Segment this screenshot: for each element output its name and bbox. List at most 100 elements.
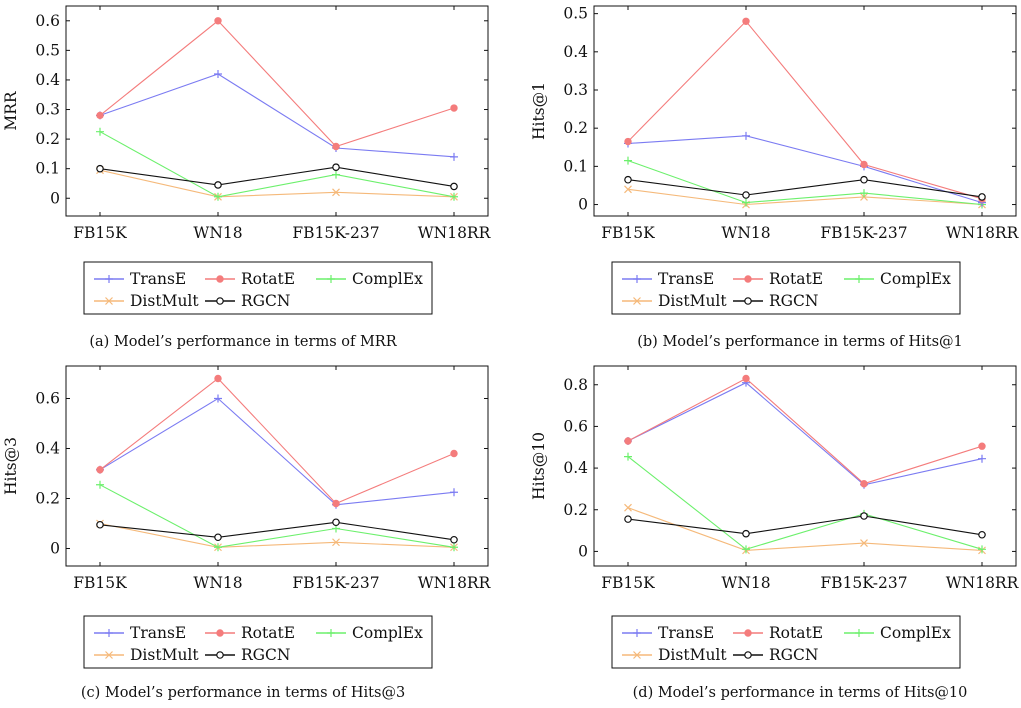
data-point (742, 545, 750, 554)
plot-frame (65, 365, 489, 567)
legend-swatch-marker (216, 275, 224, 283)
data-point (96, 520, 104, 529)
y-tick-label: 0.2 (35, 490, 60, 508)
data-point (214, 192, 222, 201)
data-point (332, 170, 340, 179)
data-point (332, 163, 340, 171)
data-point (96, 480, 104, 489)
legend-label: TransE (658, 624, 714, 642)
y-tick-label: 0 (578, 542, 588, 560)
data-point (742, 374, 750, 383)
y-tick-label: 0.6 (35, 12, 60, 30)
data-point (860, 160, 868, 169)
series-rotate (96, 17, 458, 151)
series-line (99, 522, 455, 548)
series-line (627, 456, 983, 550)
data-point (742, 131, 750, 140)
data-point (624, 175, 632, 184)
data-point (978, 530, 986, 539)
data-point (860, 189, 868, 198)
legend-entry-transe: TransE (94, 270, 186, 288)
series-rgcn (624, 175, 986, 201)
legend-entry-distmult: DistMult (94, 646, 199, 664)
legend-label: RGCN (769, 292, 818, 310)
y-tick-label: 0 (578, 196, 588, 214)
series-line (627, 135, 983, 204)
data-point (860, 512, 868, 520)
series-line (627, 382, 983, 486)
series-complex (624, 156, 986, 209)
data-point (450, 449, 458, 458)
y-tick-label: 0.4 (35, 71, 60, 89)
y-tick-label: 0.6 (563, 417, 588, 435)
series-line (99, 73, 455, 158)
data-point (624, 515, 632, 523)
data-point (214, 394, 222, 403)
series-rotate (624, 17, 986, 203)
legend-entry-transe: TransE (94, 624, 186, 642)
legend-entry-complex: ComplEx (316, 624, 423, 642)
data-point (624, 437, 632, 445)
series-line (627, 515, 983, 536)
legend-label: ComplEx (880, 624, 951, 642)
y-tick-label: 0.4 (563, 43, 588, 61)
y-tick-label: 0.3 (35, 101, 60, 119)
legend-swatch-marker (105, 651, 113, 659)
legend-label: RotatE (241, 270, 295, 288)
legend: TransE RotatE ComplEx DistMult RGCN (83, 261, 433, 315)
series-complex (96, 480, 458, 552)
data-point (742, 17, 750, 25)
data-point (978, 545, 986, 554)
legend-label: RotatE (241, 624, 295, 642)
legend-entry-rgcn: RGCN (205, 292, 290, 310)
y-tick-label: 0.3 (563, 81, 588, 99)
y-tick-label: 0 (50, 189, 60, 207)
legend-swatch-marker (744, 275, 752, 283)
x-tick-label: WN18RR (418, 574, 492, 592)
data-point (332, 142, 340, 151)
y-tick-label: 0.8 (563, 376, 588, 394)
plot-frame (65, 5, 489, 217)
data-point (860, 480, 868, 488)
legend-entry-complex: ComplEx (844, 270, 951, 288)
series-complex (624, 452, 986, 554)
data-point (96, 164, 104, 173)
y-tick-label: 0.2 (563, 119, 588, 137)
series-line (99, 20, 455, 148)
x-tick-label: FB15K (601, 574, 655, 592)
series-rgcn (96, 518, 458, 544)
legend-label: TransE (130, 624, 186, 642)
data-point (978, 193, 986, 201)
data-point (450, 152, 458, 161)
x-tick-label: FB15K-237 (820, 224, 907, 242)
legend-entry-distmult: DistMult (622, 646, 727, 664)
legend: TransE RotatE ComplEx DistMult RGCN (611, 615, 961, 669)
series-rgcn (624, 512, 986, 539)
data-point (96, 127, 104, 136)
series-line (99, 397, 455, 506)
legend-label: ComplEx (352, 624, 423, 642)
series-line (99, 484, 455, 548)
chart-panel-3: 0 0.2 0.4 0.6 FB15K WN18 FB15K-237 WN18RR Hits@3… (2, 365, 492, 701)
data-point (332, 538, 340, 547)
legend-entry-rotate: RotatE (205, 624, 295, 642)
legend-box (83, 615, 433, 669)
series-distmult (624, 503, 986, 555)
data-point (450, 192, 458, 201)
data-point (860, 539, 868, 548)
y-tick-label: 0.6 (35, 390, 60, 408)
legend-entry-rgcn: RGCN (733, 646, 818, 664)
legend-swatch-marker (744, 629, 752, 637)
data-point (450, 543, 458, 552)
legend-swatch-marker (633, 629, 641, 637)
data-point (96, 466, 104, 474)
x-tick-label: FB15K-237 (292, 574, 379, 592)
series-distmult (96, 166, 458, 201)
data-point (332, 499, 340, 508)
y-tick-label: 0.1 (35, 160, 60, 178)
legend-swatch-marker (633, 651, 641, 659)
series-line (99, 131, 455, 198)
y-tick-label: 0.2 (35, 130, 60, 148)
x-tick-label: FB15K (73, 224, 127, 242)
x-tick-label: WN18 (721, 224, 770, 242)
